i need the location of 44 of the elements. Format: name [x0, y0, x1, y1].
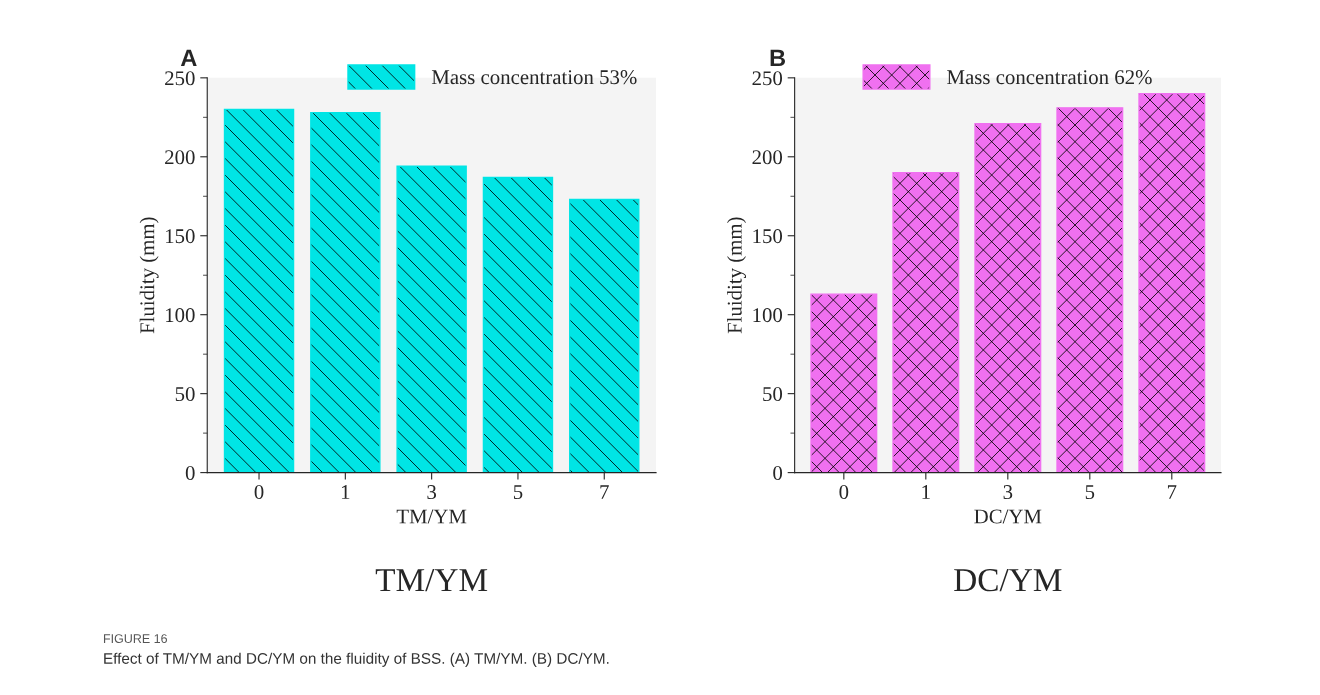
bar	[396, 165, 467, 473]
y-tick-label: 0	[773, 465, 783, 481]
caption: FIGURE 16	[103, 634, 168, 643]
bar	[223, 108, 295, 473]
y-tick-label: 0	[185, 465, 195, 481]
x-axis-title: DC/YM	[974, 509, 1042, 524]
bar	[1056, 107, 1124, 473]
bar	[974, 122, 1042, 473]
chart-title: B	[770, 49, 786, 66]
legend-label: Mass concentration 62%	[947, 70, 1152, 85]
text: TM/YM	[375, 569, 488, 592]
x-tick-label: 0	[839, 485, 849, 500]
x-tick-label: 3	[427, 485, 437, 500]
bar	[569, 198, 640, 473]
x-tick-label: 5	[1085, 485, 1095, 500]
y-tick-label: 200	[752, 150, 783, 165]
bar	[482, 176, 554, 473]
x-tick-label: 0	[254, 485, 264, 500]
text: DC/YM	[954, 568, 1062, 592]
bar	[310, 111, 381, 473]
y-tick-label: 150	[166, 229, 195, 244]
y-tick-label: 50	[175, 387, 195, 402]
x-tick-label: 1	[922, 485, 930, 499]
x-tick-label: 5	[513, 485, 523, 500]
x-tick-label: 1	[341, 485, 350, 499]
y-tick-label: 100	[753, 308, 783, 323]
bar	[810, 293, 878, 473]
y-axis-title: Fluidity (mm)	[139, 217, 159, 334]
y-tick-label: 250	[165, 71, 195, 86]
bar	[892, 171, 960, 473]
y-tick-label: 150	[753, 229, 783, 244]
legend-label: Mass concentration 53%	[431, 70, 637, 85]
y-tick-label: 50	[763, 387, 783, 402]
y-tick-label: 250	[752, 71, 783, 86]
bar	[1138, 92, 1206, 473]
x-tick-label: 7	[600, 485, 609, 499]
y-axis-title: Fluidity (mm)	[727, 217, 747, 334]
x-axis-title: TM/YM	[396, 509, 467, 524]
y-tick-label: 200	[165, 150, 195, 165]
text: Effect of TM/YM and DC/YM on the fluidity of BSS. (A) TM/YM. (B) DC/YM.	[104, 652, 609, 667]
x-tick-label: 7	[1167, 485, 1177, 499]
chart-title: A	[180, 49, 197, 66]
x-tick-label: 3	[1003, 485, 1013, 500]
y-tick-label: 100	[166, 308, 195, 323]
